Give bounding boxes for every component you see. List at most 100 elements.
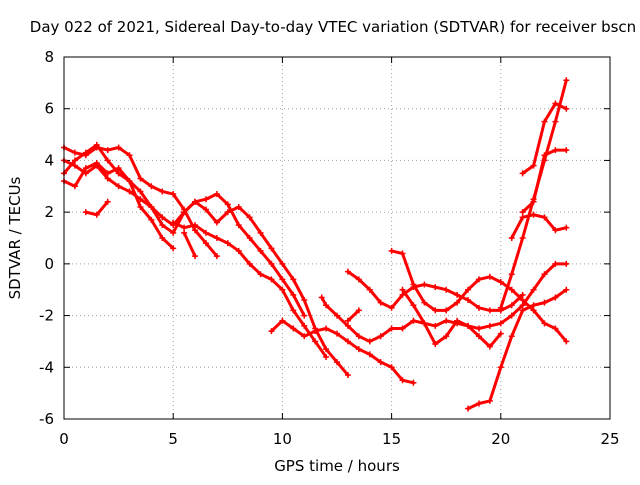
data-point xyxy=(312,338,319,345)
data-point xyxy=(508,235,515,241)
data-point xyxy=(126,152,133,159)
data-point xyxy=(388,325,395,332)
data-point xyxy=(541,271,548,278)
data-point xyxy=(388,247,395,254)
data-point xyxy=(497,278,504,285)
data-point xyxy=(443,307,450,314)
data-point xyxy=(541,214,548,221)
data-point xyxy=(388,304,395,311)
data-point xyxy=(312,328,319,335)
data-point xyxy=(497,330,504,337)
data-point xyxy=(301,312,308,319)
data-point xyxy=(497,320,504,327)
data-point xyxy=(530,307,537,314)
data-point xyxy=(443,333,450,340)
data-point xyxy=(115,165,122,172)
data-point xyxy=(443,317,450,324)
series-arc-3 xyxy=(61,157,351,379)
plot-frame xyxy=(63,56,611,420)
x-tick-label: 25 xyxy=(600,430,619,448)
data-point xyxy=(530,198,537,205)
data-point xyxy=(181,229,188,236)
data-point xyxy=(301,297,308,304)
data-point xyxy=(410,379,417,386)
data-point xyxy=(508,333,515,340)
data-point xyxy=(213,219,220,226)
x-tick-label: 20 xyxy=(491,430,510,448)
data-point xyxy=(213,191,220,198)
data-point xyxy=(93,141,100,148)
data-point xyxy=(399,286,406,293)
data-point xyxy=(432,341,439,348)
series-arc-16 xyxy=(519,100,570,177)
data-point xyxy=(432,284,439,291)
data-point xyxy=(159,222,166,229)
series-arc-5 xyxy=(170,219,330,360)
data-point xyxy=(202,196,209,203)
series-arc-11 xyxy=(344,307,362,324)
data-point xyxy=(246,260,253,267)
data-point xyxy=(410,317,417,324)
data-point xyxy=(366,351,373,358)
data-point xyxy=(71,157,78,164)
data-point xyxy=(563,147,570,154)
x-tick-label: 10 xyxy=(273,430,292,448)
data-point xyxy=(541,320,548,327)
data-point xyxy=(465,297,472,304)
data-point xyxy=(519,291,526,298)
data-point xyxy=(104,157,111,164)
data-point xyxy=(104,147,111,154)
data-point xyxy=(399,250,406,257)
data-point xyxy=(355,346,362,353)
data-point xyxy=(323,346,330,353)
data-point xyxy=(202,229,209,236)
data-point xyxy=(552,227,559,234)
y-tick-label: 6 xyxy=(44,100,54,118)
y-tick-label: 4 xyxy=(44,151,54,169)
data-point xyxy=(301,322,308,329)
data-point xyxy=(323,302,330,309)
data-point xyxy=(399,377,406,384)
data-point xyxy=(519,209,526,216)
data-point xyxy=(355,333,362,340)
data-point xyxy=(421,320,428,327)
data-point xyxy=(268,276,275,283)
data-point xyxy=(137,188,144,195)
data-point xyxy=(279,276,286,283)
data-point xyxy=(235,247,242,254)
data-point xyxy=(519,297,526,304)
data-point xyxy=(519,302,526,309)
data-point xyxy=(530,286,537,293)
data-point xyxy=(563,260,570,267)
data-point xyxy=(71,149,78,156)
series-arc-14 xyxy=(465,286,570,412)
data-point xyxy=(388,364,395,371)
data-point xyxy=(454,291,461,298)
data-point xyxy=(421,299,428,306)
data-point xyxy=(366,338,373,345)
data-point xyxy=(192,198,199,205)
data-point xyxy=(202,240,209,247)
data-point xyxy=(486,273,493,280)
data-point xyxy=(170,245,177,252)
data-point xyxy=(279,260,286,267)
data-point xyxy=(93,160,100,167)
data-point xyxy=(126,178,133,185)
data-point xyxy=(257,271,264,278)
series-arc-13 xyxy=(399,286,504,350)
data-point xyxy=(508,286,515,293)
data-point xyxy=(563,286,570,293)
data-point xyxy=(508,312,515,319)
data-point xyxy=(563,105,570,112)
series-arc-8 xyxy=(268,317,417,386)
data-point xyxy=(104,175,111,182)
data-point xyxy=(519,235,526,241)
data-point xyxy=(290,307,297,314)
data-point xyxy=(552,325,559,332)
data-point xyxy=(71,183,78,190)
data-point xyxy=(552,260,559,267)
data-point xyxy=(213,253,220,260)
data-point xyxy=(530,162,537,169)
data-point xyxy=(475,400,482,407)
data-point xyxy=(148,203,155,210)
